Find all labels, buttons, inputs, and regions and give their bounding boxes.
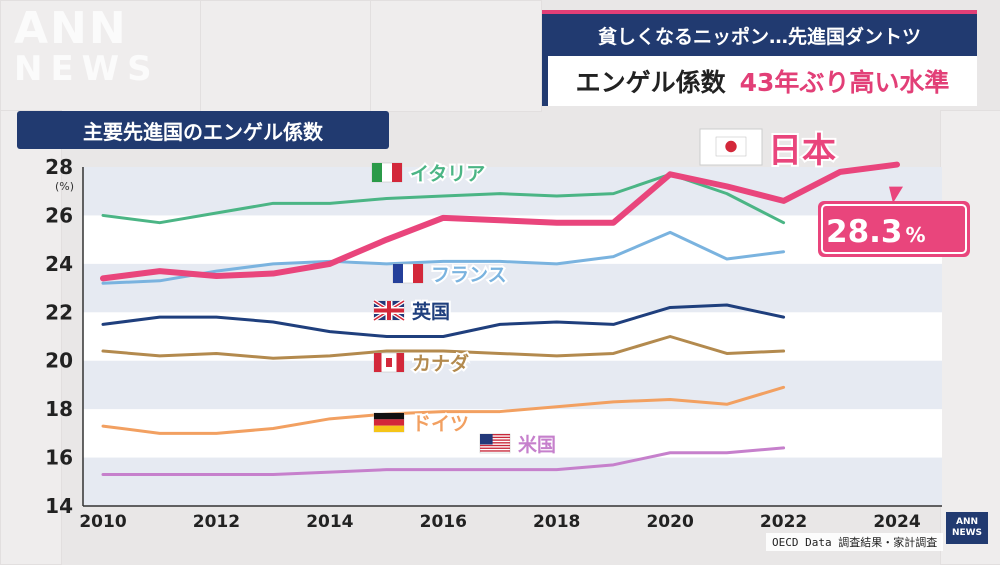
broadcaster-logo: ANN NEWS [14,3,160,89]
series-line-usa [101,446,786,477]
series-label-germany: ドイツ [412,413,469,435]
series-line-uk [101,303,786,338]
callout-box [818,201,970,257]
x-tick-label: 2010 [79,512,126,532]
grid-band [83,263,942,313]
x-tick-label: 2012 [193,512,240,532]
y-tick-label: 28 [45,155,73,179]
flag-france-icon [392,263,424,284]
x-tick-label: 2014 [306,512,353,532]
headline-bottom: エンゲル係数 43年ぶり高い水準 [542,56,977,106]
headline-bottom-black: エンゲル係数 [575,68,726,97]
series-label-japan: 日本 [768,131,836,171]
series-label-uk: 英国 [412,300,450,323]
flag-canada-icon [373,352,405,373]
y-tick-label: 26 [45,203,73,227]
series-line-canada [101,335,786,360]
series-label-usa: 米国 [518,433,556,456]
logo-line1: ANN [14,3,128,54]
series-line-germany [101,385,786,435]
flag-uk-icon [372,299,406,322]
x-tick-label: 2018 [533,512,580,532]
headline-top: 貧しくなるニッポン…先進国ダントツ [542,10,977,56]
y-axis-unit: (%) [55,180,74,193]
x-tick-label: 2020 [646,512,693,532]
small-logo-line1: ANN [955,517,979,527]
grid-band [83,457,942,506]
y-tick-label: 24 [45,252,73,276]
series-label-canada: カナダ [412,352,469,375]
logo-line2: NEWS [14,49,160,89]
y-tick-label: 18 [45,397,73,421]
flag-italy-icon [371,162,403,183]
y-tick-label: 22 [45,300,73,324]
callout-pointer [889,186,903,203]
callout-inner-border [821,204,967,254]
small-broadcaster-logo: ANN NEWS [946,512,988,544]
source-credit: OECD Data 調査結果・家計調査 [766,533,944,551]
flag-usa-icon [479,433,511,454]
x-tick-label: 2024 [873,512,920,532]
grid-band [83,360,942,410]
headline-bottom-pink: 43年ぶり高い水準 [739,68,950,97]
flag-germany-icon [373,412,405,433]
chart-title: 主要先進国のエンゲル係数 [17,111,389,149]
series-line-france [101,230,786,285]
x-tick-label: 2022 [760,512,807,532]
flag-japan-icon [715,136,747,157]
y-tick-label: 14 [45,494,73,518]
callout-value: 28.3% [826,214,926,250]
series-label-france: フランス [431,264,507,286]
small-logo-line2: NEWS [951,528,983,538]
series-label-italy: イタリア [410,163,485,185]
y-tick-label: 16 [45,446,73,470]
y-tick-label: 20 [45,349,73,373]
series-line-japan [100,161,900,282]
grid-band [83,167,942,216]
x-tick-label: 2016 [420,512,467,532]
